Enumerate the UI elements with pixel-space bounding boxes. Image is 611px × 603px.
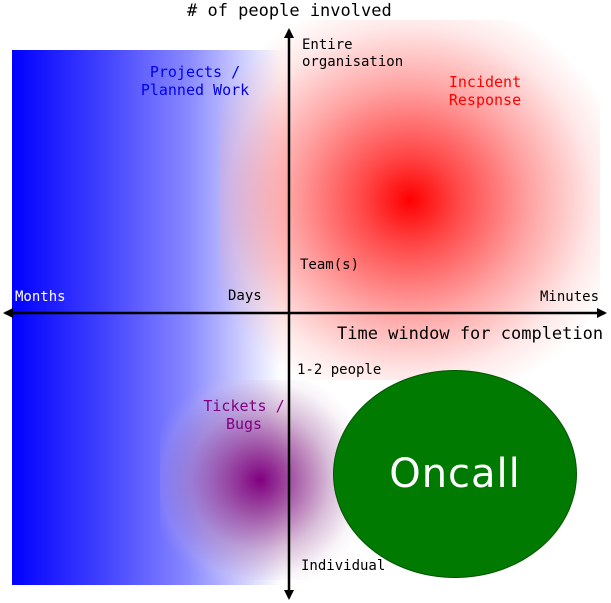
y-tick-teams: Team(s) [300,257,360,273]
oncall-region: Oncall [333,370,577,578]
tickets-bugs-region [160,380,360,580]
oncall-label: Oncall [389,451,521,497]
y-axis-title: # of people involved [187,1,392,21]
x-tick-months: Months [15,289,66,305]
tickets-bugs-label: Tickets / Bugs [203,397,285,433]
y-tick-entire-organisation: Entire organisation [302,37,404,70]
projects-label: Projects / Planned Work [140,63,250,99]
y-tick-individual: Individual [301,558,386,574]
x-tick-days: Days [228,288,262,304]
x-axis-title: Time window for completion [337,324,604,344]
y-tick-1-2-people: 1-2 people [297,362,382,378]
incident-response-label: Incident Response [448,73,522,109]
incident-response-region [220,20,600,380]
x-tick-minutes: Minutes [540,289,600,305]
